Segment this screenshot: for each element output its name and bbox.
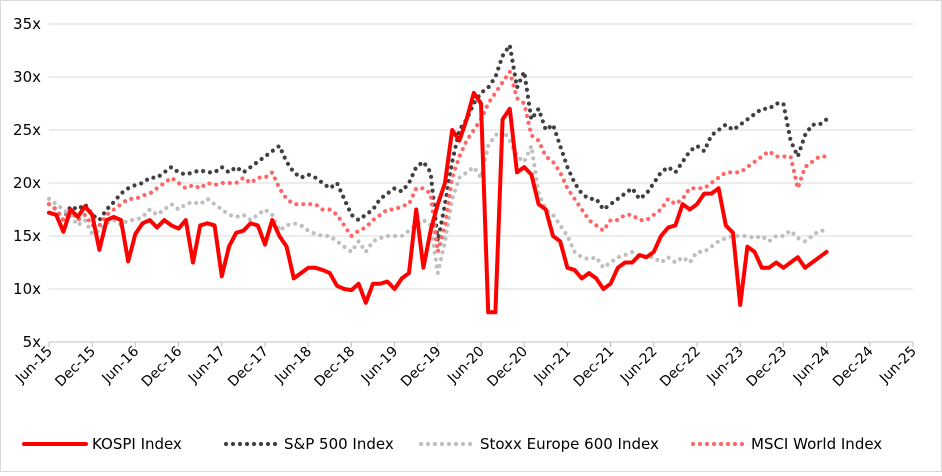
- y-tick-label: 20x: [13, 174, 41, 192]
- y-tick-label: 35x: [13, 15, 41, 33]
- legend-item: Stoxx Europe 600 Index: [418, 435, 659, 453]
- x-tick-label: Dec-19: [398, 344, 445, 391]
- x-tick-label: Dec-23: [744, 344, 791, 391]
- legend-item: S&P 500 Index: [223, 435, 394, 453]
- x-tick-label: Jun-25: [876, 344, 920, 388]
- x-tick-label: Jun-22: [617, 344, 661, 388]
- x-tick-label: Dec-15: [52, 344, 99, 391]
- legend-item: MSCI World Index: [690, 435, 882, 453]
- series-line-s-p-500-index: [46, 43, 829, 244]
- series-layer: [46, 43, 829, 315]
- legend: KOSPI Index S&P 500 Index Stoxx Europe 600…: [22, 435, 882, 453]
- y-tick-label: 10x: [13, 280, 41, 298]
- x-tick-label: Jun-17: [185, 344, 229, 388]
- x-tick-label: Dec-22: [657, 344, 704, 391]
- y-tick-label: 15x: [13, 227, 41, 245]
- x-tick-label: Jun-18: [271, 344, 315, 388]
- legend-label: Stoxx Europe 600 Index: [480, 435, 659, 453]
- x-tick-label: Dec-17: [225, 344, 272, 391]
- x-tick-label: Jun-16: [99, 343, 143, 387]
- x-tick-label: Dec-21: [571, 344, 618, 391]
- x-tick-label: Jun-21: [531, 344, 575, 388]
- x-tick-label: Dec-16: [139, 343, 186, 390]
- legend-label: S&P 500 Index: [284, 435, 394, 453]
- x-tick-label: Jun-24: [790, 343, 834, 387]
- x-tick-label: Jun-23: [703, 344, 747, 388]
- series-line-stoxx-europe-600-index: [46, 127, 829, 276]
- series-line-msci-world-index: [46, 69, 829, 254]
- x-tick-label: Dec-24: [830, 343, 877, 390]
- x-tick-label: Dec-20: [484, 344, 531, 391]
- series-line-kospi-index: [47, 90, 829, 315]
- legend-label: MSCI World Index: [751, 435, 882, 453]
- gridlines: [49, 23, 913, 290]
- x-tick-label: Dec-18: [312, 344, 359, 391]
- y-tick-label: 5x: [23, 333, 42, 351]
- y-axis-ticks: 5x 10x 15x 20x 25x 30x 35x: [13, 15, 41, 351]
- legend-label: KOSPI Index: [92, 435, 182, 453]
- y-tick-label: 25x: [13, 121, 41, 139]
- x-tick-label: Jun-19: [358, 344, 402, 388]
- x-tick-label: Jun-20: [444, 344, 488, 388]
- legend-item: KOSPI Index: [22, 435, 182, 453]
- y-tick-label: 30x: [13, 68, 41, 86]
